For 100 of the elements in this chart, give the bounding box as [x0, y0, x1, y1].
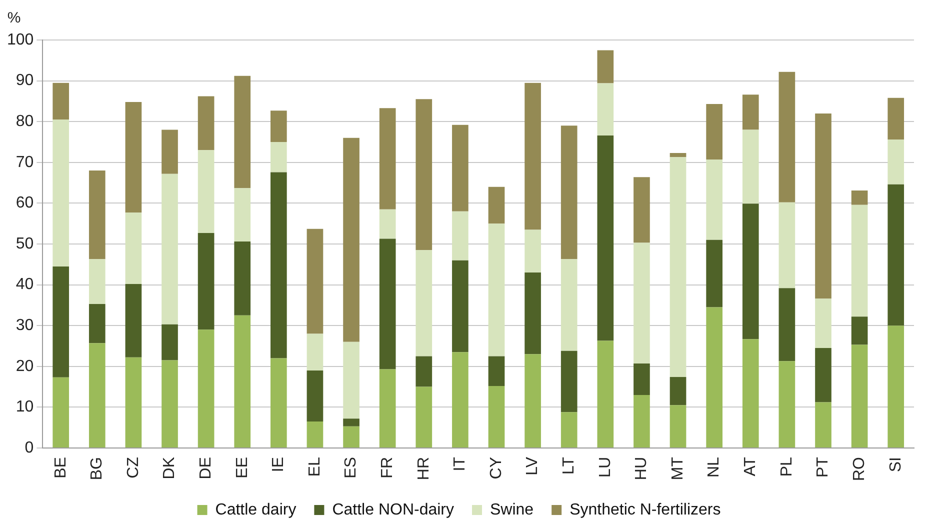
x-tick-label: AT: [742, 456, 760, 476]
bar: [815, 348, 832, 402]
bar: [52, 82, 70, 120]
x-tick-label: SI: [887, 457, 904, 472]
bar: [488, 386, 505, 448]
x-tick-label: BE: [52, 457, 70, 478]
bar: [560, 259, 578, 351]
bar: [343, 138, 360, 342]
bar: [416, 250, 432, 356]
y-tick-label: 70: [16, 154, 34, 171]
bar: [379, 108, 396, 210]
y-tick-label: 100: [6, 31, 34, 48]
bar: [379, 209, 396, 239]
bar: [634, 394, 650, 448]
x-tick-label: IE: [270, 457, 288, 472]
bar: [778, 288, 796, 362]
x-tick-label: PT: [814, 456, 832, 478]
bar: [234, 188, 251, 242]
y-tick-label: 50: [16, 235, 34, 252]
bar: [52, 120, 70, 266]
bar: [778, 202, 796, 288]
bar: [198, 330, 214, 448]
bar: [597, 83, 614, 136]
bar: [706, 307, 722, 448]
bar: [306, 370, 324, 422]
bar: [234, 76, 251, 188]
bar: [888, 140, 904, 184]
bar: [670, 153, 686, 158]
legend-label: Synthetic N-fertilizers: [570, 501, 721, 518]
bar: [88, 170, 106, 260]
x-tick-label: MT: [669, 456, 686, 480]
bar: [634, 177, 650, 243]
bar: [452, 124, 468, 212]
bar: [343, 418, 360, 426]
bar: [125, 284, 142, 358]
bar: [88, 343, 106, 448]
bar: [125, 212, 142, 284]
x-tick-label: HU: [633, 457, 650, 480]
bar: [488, 356, 505, 386]
bar: [815, 402, 832, 448]
bar: [524, 354, 541, 448]
bar: [560, 126, 578, 260]
y-tick-label: 40: [16, 276, 34, 294]
bar: [125, 102, 142, 213]
legend-label: Swine: [490, 501, 534, 518]
bar: [851, 344, 868, 448]
bar: [416, 386, 432, 448]
bar: [597, 340, 614, 448]
bar: [742, 204, 759, 340]
x-tick-label: RO: [850, 457, 868, 481]
bar: [560, 412, 578, 448]
bar: [379, 369, 396, 448]
bar: [524, 230, 541, 273]
legend-label: Cattle dairy: [215, 501, 296, 518]
y-tick-label: 80: [16, 113, 34, 130]
bar: [416, 356, 432, 387]
bar: [670, 405, 686, 448]
bar: [851, 316, 868, 345]
bar: [524, 82, 541, 230]
bar: [815, 298, 832, 348]
bar: [88, 304, 106, 344]
bar: [198, 232, 214, 330]
bar: [234, 242, 251, 316]
bar: [778, 361, 796, 448]
y-tick-label: 90: [16, 72, 34, 90]
bar: [815, 113, 832, 299]
x-tick-label: IT: [452, 456, 469, 472]
bar: [888, 98, 904, 140]
y-tick-label: 20: [16, 358, 34, 375]
bar: [452, 260, 468, 352]
x-tick-label: LT: [560, 456, 578, 474]
x-tick-label: CZ: [124, 456, 142, 478]
bar: [125, 357, 142, 448]
x-tick-label: HR: [415, 457, 432, 480]
bar: [597, 50, 614, 84]
bar: [706, 240, 722, 308]
x-tick-label: LU: [596, 457, 614, 478]
y-tick-label: 10: [16, 398, 34, 416]
x-tick-label: ES: [342, 457, 360, 478]
bar: [198, 150, 214, 233]
bar: [488, 186, 505, 224]
bar: [524, 272, 541, 354]
bar: [706, 160, 722, 240]
bar: [270, 142, 287, 172]
bar: [343, 426, 360, 448]
bar: [452, 352, 468, 448]
x-tick-label: FR: [378, 457, 396, 478]
bar: [52, 377, 70, 448]
bar: [52, 266, 70, 378]
bar: [888, 326, 904, 448]
bar: [670, 377, 686, 406]
bar: [634, 242, 650, 364]
bar: [379, 238, 396, 370]
bar: [488, 224, 505, 356]
bar: [88, 259, 106, 304]
x-tick-label: LV: [524, 456, 542, 476]
bar: [162, 130, 178, 174]
bar: [270, 358, 287, 448]
bar: [597, 135, 614, 341]
legend-label: Cattle NON-dairy: [332, 501, 454, 518]
